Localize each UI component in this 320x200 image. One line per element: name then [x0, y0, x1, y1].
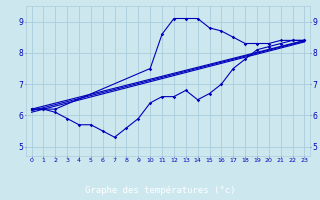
Text: Graphe des températures (°c): Graphe des températures (°c) — [85, 185, 235, 195]
